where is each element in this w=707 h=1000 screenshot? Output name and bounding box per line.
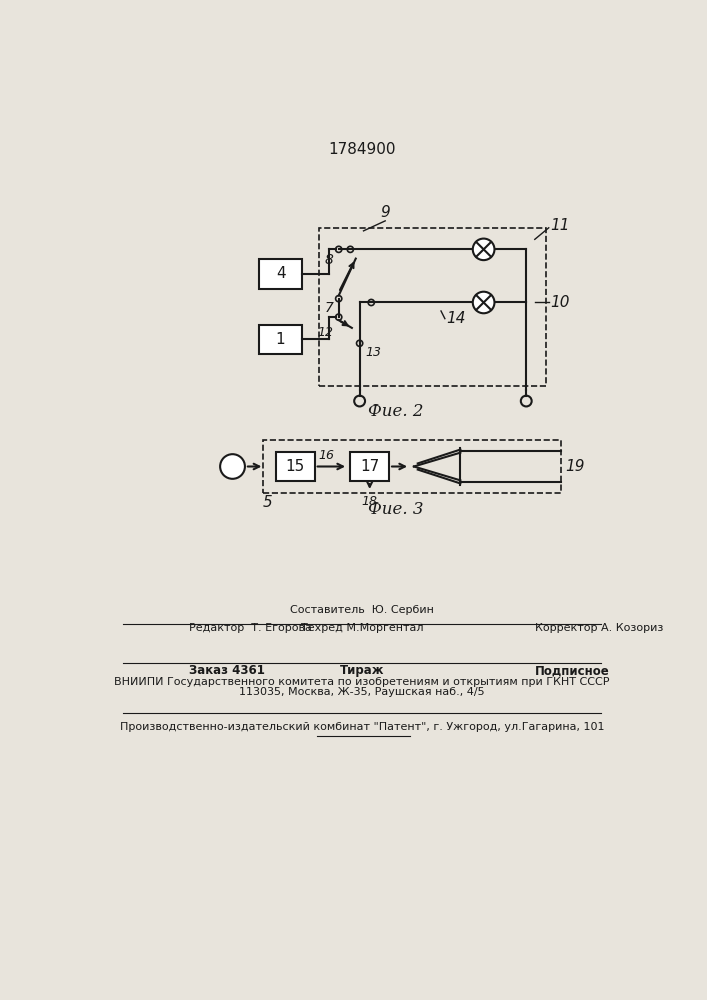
Text: Фие. 2: Фие. 2 — [368, 403, 423, 420]
Text: 15: 15 — [286, 459, 305, 474]
Text: Подписное: Подписное — [534, 664, 609, 677]
Text: 13: 13 — [366, 346, 382, 359]
Circle shape — [220, 454, 245, 479]
Text: Корректор А. Козориз: Корректор А. Козориз — [534, 623, 663, 633]
Text: 12: 12 — [317, 326, 333, 339]
Text: 6: 6 — [228, 459, 238, 474]
Bar — [276, 452, 315, 481]
Text: 4: 4 — [276, 266, 286, 282]
Text: 8: 8 — [325, 253, 333, 267]
Bar — [351, 452, 389, 481]
Text: Производственно-издательский комбинат "Патент", г. Ужгород, ул.Гагарина, 101: Производственно-издательский комбинат "П… — [119, 722, 604, 732]
Text: 19: 19 — [565, 459, 585, 474]
Text: 113035, Москва, Ж-35, Раушская наб., 4/5: 113035, Москва, Ж-35, Раушская наб., 4/5 — [239, 687, 485, 697]
Bar — [259, 259, 302, 289]
Text: Техред М.Моргентал: Техред М.Моргентал — [300, 623, 423, 633]
Text: 11: 11 — [550, 218, 570, 233]
Text: 16: 16 — [318, 449, 334, 462]
Bar — [259, 325, 302, 354]
Text: 5: 5 — [263, 495, 272, 510]
Circle shape — [473, 292, 494, 313]
Text: 18: 18 — [362, 495, 378, 508]
Text: Составитель  Ю. Сербин: Составитель Ю. Сербин — [290, 605, 434, 615]
Text: Тираж: Тираж — [339, 664, 384, 677]
Bar — [320, 228, 546, 386]
Text: 17: 17 — [360, 459, 380, 474]
Text: 14: 14 — [446, 311, 466, 326]
Text: 1: 1 — [276, 332, 286, 347]
Circle shape — [473, 239, 494, 260]
Text: Фие. 3: Фие. 3 — [368, 501, 423, 518]
Text: Редактор  Т. Егорова: Редактор Т. Егорова — [189, 623, 312, 633]
Text: ВНИИПИ Государственного комитета по изобретениям и открытиям при ГКНТ СССР: ВНИИПИ Государственного комитета по изоб… — [115, 677, 609, 687]
Bar — [263, 440, 561, 493]
Text: 1784900: 1784900 — [328, 142, 396, 157]
Text: Заказ 4361: Заказ 4361 — [189, 664, 265, 677]
Text: 7: 7 — [325, 301, 333, 315]
Text: 9: 9 — [380, 205, 390, 220]
Text: 10: 10 — [550, 295, 570, 310]
